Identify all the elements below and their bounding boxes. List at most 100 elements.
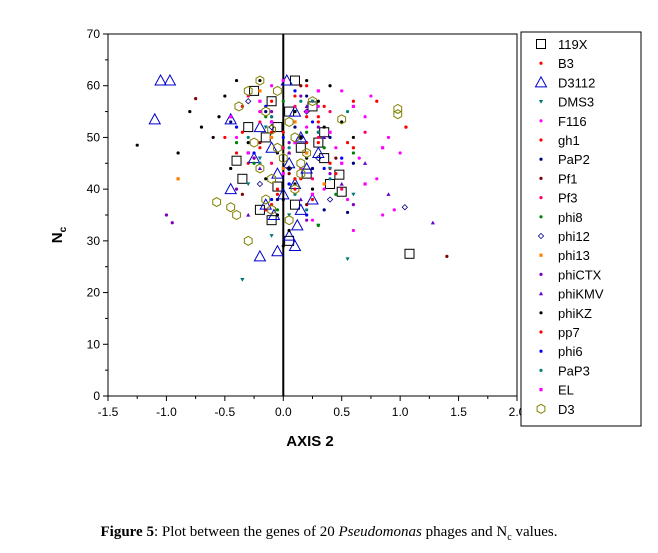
data-point xyxy=(336,186,347,197)
legend-item-phiKZ: phiKZ xyxy=(539,306,592,321)
y-axis-title-main: N xyxy=(49,232,66,243)
data-point xyxy=(212,196,222,208)
legend-label: DMS3 xyxy=(558,95,594,110)
legend-item-PaP3: PaP3 xyxy=(539,363,590,378)
data-point xyxy=(281,78,285,83)
legend-item-B3: B3 xyxy=(539,56,574,71)
data-point xyxy=(305,208,309,212)
data-point xyxy=(310,166,315,171)
data-point xyxy=(322,146,326,150)
data-point xyxy=(234,101,244,112)
data-point xyxy=(305,78,309,83)
data-point xyxy=(211,135,215,140)
y-tick-label: 50 xyxy=(87,130,101,144)
data-point xyxy=(308,96,317,107)
series-119X xyxy=(231,75,415,259)
data-point xyxy=(340,161,344,165)
data-point xyxy=(311,146,325,158)
legend-item-phi8: phi8 xyxy=(539,210,583,225)
data-point xyxy=(288,239,302,252)
data-point xyxy=(287,172,291,176)
legend-item-pp7: pp7 xyxy=(539,325,580,340)
data-point xyxy=(351,192,356,197)
data-point xyxy=(257,166,263,171)
data-point xyxy=(310,197,315,202)
data-point xyxy=(270,115,274,119)
data-point xyxy=(284,235,295,246)
data-point xyxy=(234,78,239,83)
data-point xyxy=(258,99,262,103)
legend-label: 119X xyxy=(558,37,588,52)
data-point xyxy=(322,125,326,129)
data-point xyxy=(327,166,333,171)
data-point xyxy=(234,187,239,191)
data-point xyxy=(302,147,312,159)
data-point xyxy=(258,146,262,150)
series-phi6 xyxy=(234,89,344,217)
data-point xyxy=(322,187,326,191)
data-point xyxy=(310,99,315,104)
caption-subscript: c xyxy=(507,532,512,543)
x-tick-label: 1.5 xyxy=(450,405,467,419)
legend-label: B3 xyxy=(558,56,574,71)
data-point xyxy=(322,182,326,186)
data-point xyxy=(290,218,304,231)
data-point xyxy=(404,125,408,129)
data-point xyxy=(303,108,310,115)
data-point xyxy=(284,116,294,127)
data-point xyxy=(264,177,268,181)
data-point xyxy=(328,130,332,134)
data-point xyxy=(246,141,250,145)
legend-item-phi12: phi12 xyxy=(537,229,590,244)
legend-marker xyxy=(537,232,545,240)
data-point xyxy=(363,182,367,186)
data-point xyxy=(135,143,139,147)
data-point xyxy=(345,109,350,114)
data-point xyxy=(229,115,233,119)
data-point xyxy=(270,99,274,103)
data-point xyxy=(271,167,284,179)
data-point xyxy=(334,172,338,176)
data-point xyxy=(310,120,315,124)
data-point xyxy=(224,112,238,125)
data-point xyxy=(316,120,320,124)
data-point xyxy=(194,97,198,101)
data-point xyxy=(163,74,177,86)
data-point xyxy=(293,120,297,124)
data-point xyxy=(246,151,250,155)
data-point xyxy=(293,89,297,93)
data-point xyxy=(256,180,264,188)
data-point xyxy=(271,244,284,257)
data-point xyxy=(281,130,285,134)
data-point xyxy=(294,203,308,215)
data-point xyxy=(304,104,309,108)
data-point xyxy=(229,120,233,124)
legend-marker xyxy=(539,330,543,334)
data-point xyxy=(357,156,361,160)
data-point xyxy=(237,173,248,184)
data-point xyxy=(275,208,280,212)
data-point xyxy=(270,135,274,140)
data-point xyxy=(287,146,291,150)
y-tick-label: 60 xyxy=(87,79,101,93)
legend: 119X B3 D3112 DMS3 F116 gh1 PaP2 Pf1 Pf3 phi8 phi1… xyxy=(520,31,642,427)
legend-label: phi13 xyxy=(558,248,590,263)
data-point xyxy=(272,181,283,192)
legend-marker xyxy=(539,196,543,200)
legend-item-D3112: D3112 xyxy=(534,75,595,90)
data-point xyxy=(369,94,373,98)
legend-label: Pf1 xyxy=(558,171,578,186)
legend-marker xyxy=(539,388,543,392)
data-point xyxy=(375,99,379,103)
data-point xyxy=(246,182,251,187)
data-point xyxy=(287,182,291,186)
data-point xyxy=(322,135,327,140)
data-point xyxy=(252,151,256,155)
data-point xyxy=(319,153,330,164)
data-point xyxy=(255,163,265,174)
data-point xyxy=(290,132,300,143)
data-point xyxy=(287,141,291,145)
data-point xyxy=(258,109,262,114)
data-point xyxy=(258,78,262,83)
data-point xyxy=(232,209,241,221)
